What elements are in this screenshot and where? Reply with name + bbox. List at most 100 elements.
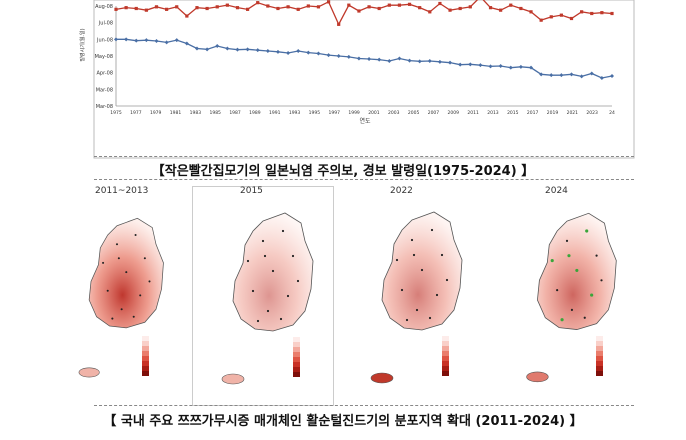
chart-caption-2: 【 국내 주요 쯔쯔가무시증 매개체인 활순털진드기의 분포지역 확대 (201…	[103, 414, 583, 429]
korea-map	[370, 211, 463, 384]
series-point	[407, 58, 412, 63]
series-point	[498, 64, 503, 68]
series-point	[215, 44, 220, 48]
x-tick-label: 2015	[507, 110, 519, 116]
legend-swatch	[596, 341, 603, 346]
series-point	[610, 74, 614, 78]
sample-site-dot	[132, 315, 135, 318]
korea-map	[526, 212, 617, 383]
series-point	[559, 13, 563, 17]
sample-site-dot	[405, 318, 409, 322]
legend-swatch	[293, 347, 300, 352]
x-tick-label: 1977	[130, 110, 142, 116]
jeju-island	[526, 371, 549, 383]
korea-map	[221, 212, 314, 385]
legend-swatch	[596, 351, 603, 356]
korea-map	[78, 217, 164, 378]
sample-site-dot	[125, 271, 128, 274]
divider-bottom	[94, 405, 634, 406]
series-point	[225, 46, 230, 51]
map-panel	[342, 186, 482, 404]
legend-swatch	[142, 371, 149, 376]
series-point	[387, 59, 392, 63]
sample-site-dot	[583, 316, 586, 319]
series-point	[357, 9, 361, 13]
sample-site-dot	[134, 233, 137, 237]
series-point	[245, 47, 250, 52]
x-tick-label: 1995	[309, 110, 321, 116]
x-tick-label: 1993	[289, 110, 301, 116]
series-point	[428, 10, 432, 14]
map-panel-title: 2011~2013	[95, 186, 149, 196]
series-point	[367, 57, 372, 61]
x-tick-label: 2013	[487, 110, 499, 116]
series-layer	[114, 0, 614, 80]
chart-frame	[93, 0, 635, 159]
series-point	[519, 6, 523, 11]
x-tick-labels: 1975 1977 1979 1981 1983 1985 1987 1989 1991 1993…	[110, 110, 615, 116]
legend-swatch	[293, 352, 300, 357]
series-point	[600, 11, 604, 15]
sample-site-dot	[550, 258, 554, 263]
series-point	[539, 72, 544, 77]
series-point	[549, 15, 553, 19]
map-panel-title: 2015	[240, 186, 263, 196]
sample-site-dot	[435, 293, 439, 297]
series-point	[610, 11, 614, 16]
series-point	[174, 38, 179, 43]
x-tick-label: 2009	[448, 110, 460, 116]
sample-site-dot	[120, 308, 123, 311]
series-point	[569, 16, 574, 21]
x-tick-label: 1989	[249, 110, 261, 116]
series-point	[205, 47, 210, 52]
x-tick-label: 1979	[150, 110, 162, 116]
jeju-island	[370, 372, 394, 384]
series-point	[448, 8, 452, 12]
series-point	[579, 74, 584, 79]
sample-site-dot	[286, 294, 290, 298]
series-point	[255, 48, 260, 53]
legend-swatch	[142, 366, 149, 371]
series-point	[134, 38, 139, 43]
x-tick-label: 1983	[190, 110, 202, 116]
sample-site-dot	[600, 279, 603, 282]
series-point	[225, 3, 229, 7]
series-point	[589, 71, 594, 76]
series-point	[175, 5, 179, 9]
legend-swatch	[142, 361, 149, 366]
x-tick-label: 2007	[428, 110, 440, 116]
series-point	[326, 53, 331, 58]
divider-middle	[94, 179, 634, 180]
legend-swatch	[596, 361, 603, 366]
legend-swatch	[596, 366, 603, 371]
sample-site-dot	[271, 269, 275, 273]
series-point	[407, 2, 412, 6]
legend-swatch	[293, 372, 300, 377]
x-tick-label: 2011	[467, 110, 479, 116]
series-point	[387, 3, 391, 7]
series-point	[488, 6, 493, 10]
sample-site-dot	[256, 319, 260, 323]
series-point	[488, 64, 493, 69]
series-point	[418, 6, 422, 10]
series-point	[377, 57, 382, 62]
series-point	[286, 51, 291, 55]
series-point	[265, 49, 270, 53]
x-tick-label: 2023	[586, 110, 598, 116]
series-point	[599, 76, 604, 80]
series-point	[154, 5, 159, 9]
sample-site-dot	[251, 289, 255, 293]
map-legend	[596, 336, 603, 376]
sample-site-dot	[281, 229, 285, 233]
x-tick-label: 2019	[547, 110, 559, 116]
sample-site-dot	[266, 309, 270, 313]
x-tick-label: 1981	[170, 110, 182, 116]
series-point	[165, 7, 169, 11]
legend-swatch	[442, 371, 449, 376]
legend-swatch	[442, 346, 449, 351]
series-point	[448, 60, 453, 65]
y-tick-label: May-08	[95, 54, 113, 60]
series-point	[427, 59, 432, 63]
series-point	[124, 6, 128, 10]
legend-swatch	[442, 356, 449, 361]
